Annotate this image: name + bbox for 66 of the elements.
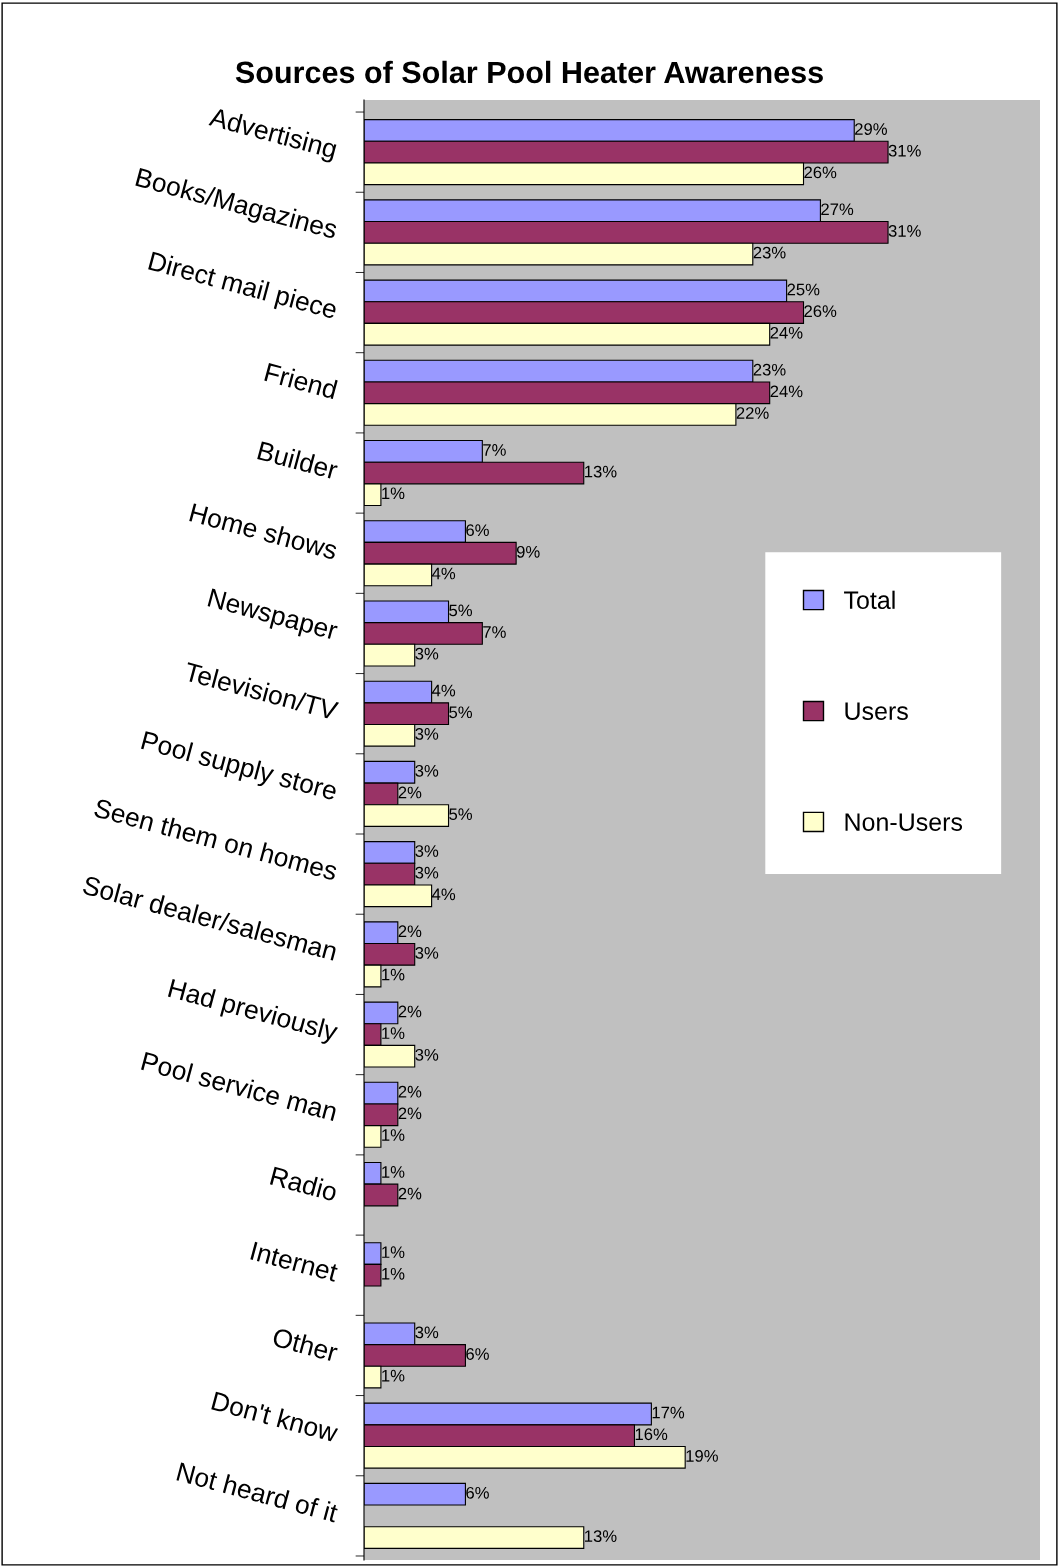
data-label: 3% xyxy=(415,866,439,879)
data-label: 3% xyxy=(415,845,439,857)
data-label: 25% xyxy=(787,283,820,296)
data-label: 3% xyxy=(415,947,439,959)
data-label: 23% xyxy=(753,246,786,259)
data-label: 7% xyxy=(483,444,506,456)
legend-label: Total xyxy=(844,590,895,610)
y-tick-label: Don't know xyxy=(211,1390,340,1443)
y-tick-label: Direct mail piece xyxy=(146,250,339,325)
data-label: 19% xyxy=(686,1449,718,1462)
data-label: 2% xyxy=(398,1107,422,1120)
chart-title: Sources of Solar Pool Heater Awareness xyxy=(235,60,823,84)
data-label: 9% xyxy=(516,545,540,558)
data-label: 2% xyxy=(398,1085,422,1098)
data-label: 31% xyxy=(888,225,921,237)
data-label: 1% xyxy=(382,1129,405,1141)
data-label: 3% xyxy=(415,728,439,740)
data-label: 5% xyxy=(449,808,473,821)
y-tick-label: Pool supply store xyxy=(139,730,339,806)
y-tick-label: Radio xyxy=(269,1165,339,1202)
data-label: 3% xyxy=(415,1048,439,1061)
data-label: 1% xyxy=(382,968,405,981)
data-label: 2% xyxy=(398,1005,422,1018)
data-label: 13% xyxy=(585,1530,617,1543)
y-tick-label: Other xyxy=(271,1326,339,1363)
data-label: 1% xyxy=(382,1369,405,1382)
data-label: 3% xyxy=(415,1326,439,1339)
data-label: 5% xyxy=(449,604,473,617)
data-label: 26% xyxy=(804,305,837,318)
y-tick-label: Internet xyxy=(250,1241,339,1283)
data-label: 6% xyxy=(466,1348,489,1360)
y-tick-label: Pool service man xyxy=(140,1051,338,1122)
data-label: 17% xyxy=(652,1406,685,1419)
data-label: 4% xyxy=(432,567,456,580)
data-label: 29% xyxy=(855,123,887,135)
data-label: 1% xyxy=(382,1166,405,1178)
data-label: 1% xyxy=(382,1027,405,1039)
data-label: 27% xyxy=(821,203,854,216)
data-label: 22% xyxy=(736,407,769,419)
data-label: 26% xyxy=(804,166,837,179)
data-label: 6% xyxy=(466,1486,489,1499)
legend-label: Non-Users xyxy=(845,813,963,831)
data-label: 13% xyxy=(585,465,617,478)
data-label: 5% xyxy=(449,706,473,719)
data-label: 23% xyxy=(753,363,786,376)
y-tick-label: Friend xyxy=(264,362,338,400)
y-tick-label: Builder xyxy=(257,440,339,480)
data-label: 7% xyxy=(483,626,506,638)
data-label: 16% xyxy=(635,1428,668,1441)
data-label: 1% xyxy=(382,1246,405,1258)
y-tick-label: Home shows xyxy=(189,502,339,560)
data-label: 2% xyxy=(398,925,422,938)
legend-label: Users xyxy=(845,702,908,720)
data-label: 2% xyxy=(398,1187,422,1200)
data-label: 4% xyxy=(432,888,456,901)
data-label: 3% xyxy=(415,764,439,777)
data-label: 31% xyxy=(888,144,921,157)
data-label: 1% xyxy=(382,1267,405,1280)
data-label: 2% xyxy=(398,786,422,799)
data-label: 4% xyxy=(432,684,456,697)
y-tick-label: Not heard of it xyxy=(176,1461,340,1523)
data-label: 3% xyxy=(415,647,439,660)
data-label: 24% xyxy=(770,385,803,398)
data-label: 6% xyxy=(466,524,489,537)
data-label: 24% xyxy=(770,326,803,339)
data-label: 1% xyxy=(382,487,405,500)
